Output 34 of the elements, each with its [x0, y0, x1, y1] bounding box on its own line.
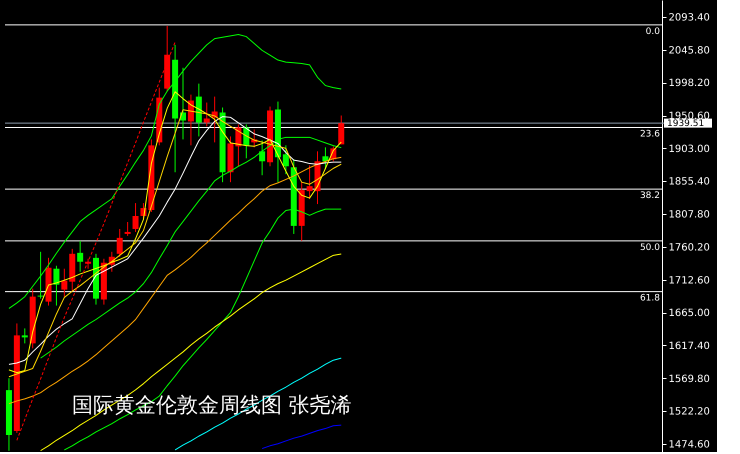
candlestick — [53, 265, 60, 306]
candlestick — [188, 94, 194, 146]
candlestick — [259, 140, 266, 176]
annotation: 23.6 — [640, 129, 660, 140]
line-series — [8, 34, 342, 309]
candlestick — [22, 328, 28, 344]
annotation: 50.0 — [640, 242, 660, 253]
y-tick-label: 2045.80 — [668, 45, 710, 56]
line-series — [262, 424, 342, 450]
candlestick — [77, 240, 84, 272]
y-tick-label: 1522.20 — [668, 406, 710, 418]
candlestick — [204, 102, 210, 127]
candlestick — [338, 115, 344, 145]
y-tick-label: 1665.00 — [668, 308, 710, 320]
y-tick-label: 1998.20 — [668, 78, 710, 90]
candlestick — [282, 144, 289, 175]
y-tick-label: 1807.80 — [668, 210, 710, 221]
line-series — [16, 42, 176, 441]
candlestick — [116, 228, 123, 258]
candlestick — [306, 164, 313, 200]
candlestick — [124, 222, 131, 236]
y-tick-label: 1712.60 — [668, 275, 710, 286]
y-tick-label: 1903.00 — [668, 144, 710, 155]
candlestick — [132, 202, 139, 232]
y-tick-label: 1760.20 — [668, 242, 710, 254]
annotation: 61.8 — [640, 294, 660, 304]
y-tick-label: 2093.40 — [668, 12, 710, 24]
candlestick — [38, 251, 44, 300]
y-tick-label: 1855.40 — [668, 176, 710, 188]
y-tick-label: 1569.80 — [668, 374, 710, 385]
y-tick-label: 1474.60 — [668, 439, 710, 450]
y-tick-label: 1617.40 — [668, 340, 710, 352]
annotation: 0.0 — [646, 26, 660, 37]
annotation: 38.2 — [640, 191, 660, 202]
